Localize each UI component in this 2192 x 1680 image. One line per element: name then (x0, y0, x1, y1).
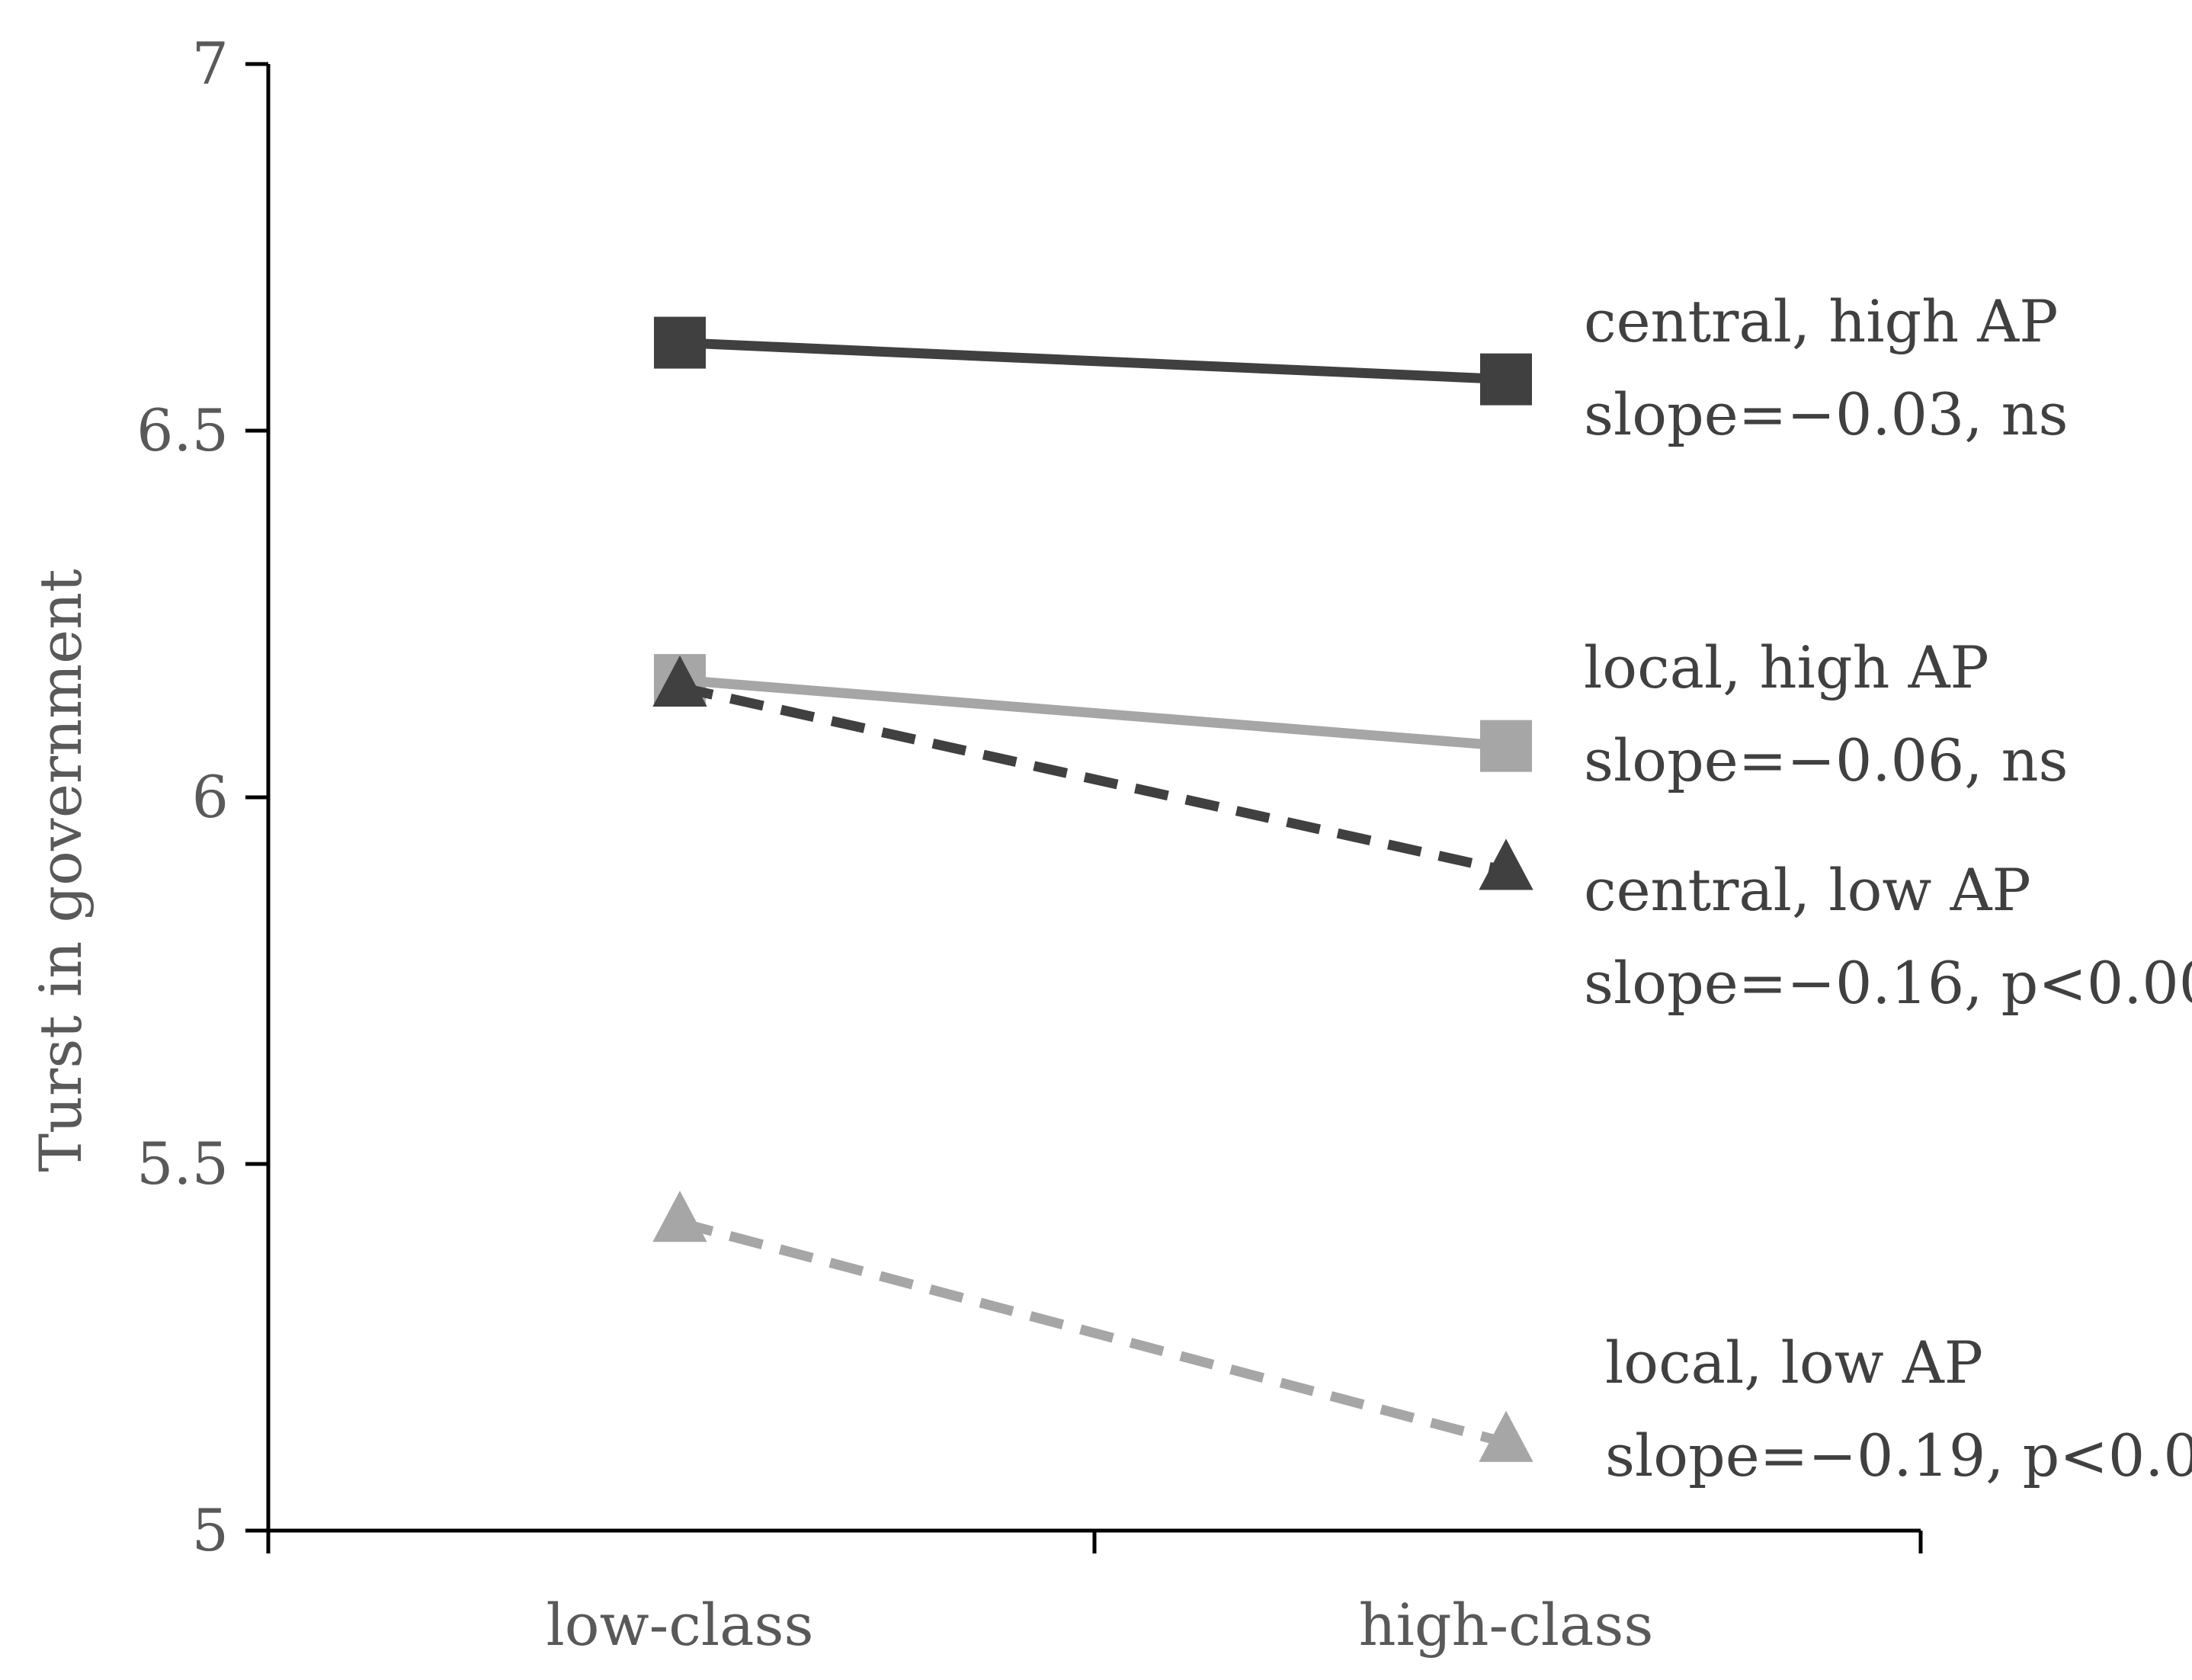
x-tick-label: low-class (546, 1591, 814, 1659)
slope-label: slope=−0.16, p<0.001 (1584, 949, 2192, 1017)
y-tick-label: 7 (192, 30, 229, 98)
axes: 5 5.5 6 6.5 7 low-class high-class (136, 30, 1923, 1659)
x-tick-label: high-class (1359, 1591, 1654, 1659)
data-point-square (1480, 720, 1532, 772)
series-label: central, high AP (1584, 287, 2058, 355)
series-0 (654, 316, 1532, 406)
annotation-layer: central, high AP slope=−0.03, ns local, hi… (1584, 287, 2192, 1489)
series-line (679, 338, 1507, 385)
y-tick-label: 6 (192, 763, 229, 831)
data-point-triangle (652, 1191, 707, 1242)
slope-label: slope=−0.06, ns (1584, 726, 2069, 794)
y-axis-title: Turst in government (27, 569, 95, 1172)
data-point-triangle (1479, 1410, 1533, 1462)
series-label: local, low AP (1605, 1329, 1983, 1396)
series-label: central, low AP (1584, 856, 2031, 924)
series-2 (652, 655, 1533, 890)
y-tick-label: 6.5 (136, 396, 229, 464)
data-point-triangle (652, 655, 707, 707)
series-line (678, 682, 1508, 876)
series-line (679, 675, 1507, 752)
series-line (678, 1217, 1508, 1448)
series-layer (652, 316, 1533, 1462)
series-label: local, high AP (1584, 633, 1989, 701)
data-point-triangle (1479, 838, 1533, 890)
y-tick-label: 5.5 (136, 1130, 229, 1197)
data-point-square (654, 316, 706, 369)
slope-label: slope=−0.03, ns (1584, 380, 2069, 448)
y-tick-label: 5 (192, 1496, 229, 1564)
series-3 (652, 1191, 1533, 1462)
slope-label: slope=−0.19, p<0.01 (1605, 1422, 2192, 1489)
data-point-square (1480, 353, 1532, 406)
